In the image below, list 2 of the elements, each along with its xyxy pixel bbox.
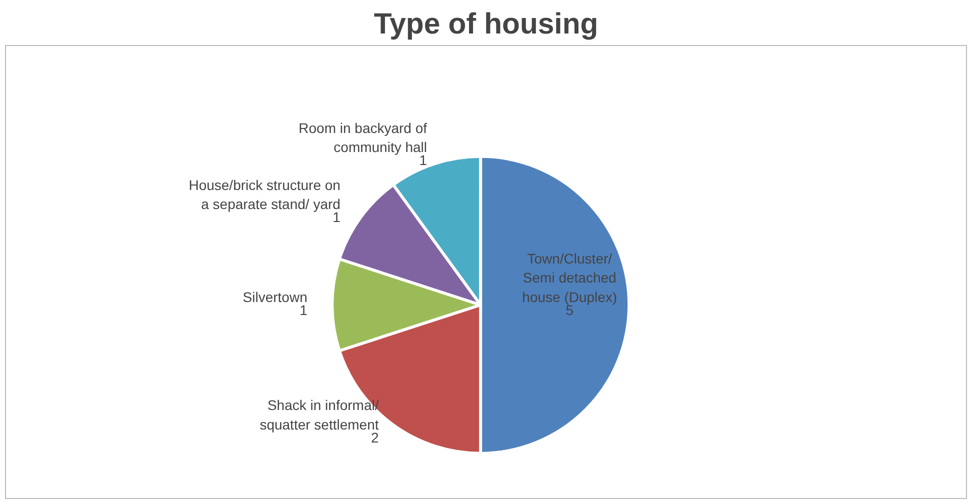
chart-title: Type of housing xyxy=(374,8,598,40)
data-label: 2 xyxy=(370,429,379,446)
